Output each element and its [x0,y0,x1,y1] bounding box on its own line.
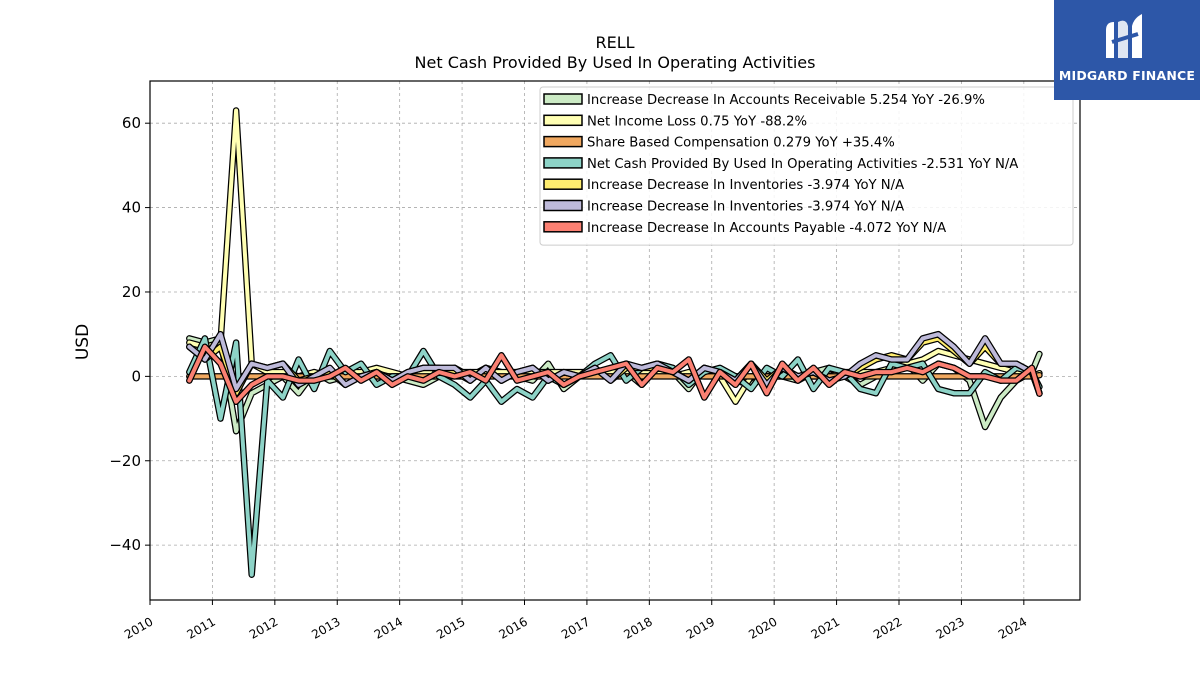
legend-swatch [543,157,583,169]
legend-swatch [543,114,583,127]
legend-entry: Increase Decrease In Inventories -3.974 … [543,178,904,193]
x-tick-label: 2021 [809,614,842,641]
x-tick-label: 2019 [684,614,717,641]
legend-entry: Increase Decrease In Inventories -3.974 … [543,199,904,215]
legend: Increase Decrease In Accounts Receivable… [539,86,1074,246]
legend-entry: Net Cash Provided By Used In Operating A… [543,157,1018,172]
y-tick-label: −20 [109,452,141,470]
midgard-finance-logo: MIDGARD FINANCE [1054,0,1200,100]
x-tick-label: 2023 [933,614,966,641]
x-tick-label: 2016 [497,614,530,641]
x-tick-label: 2011 [184,614,217,641]
legend-swatch [543,93,583,105]
legend-swatch [543,178,583,190]
x-tick-label: 2024 [996,614,1029,641]
series-7 [186,343,1043,405]
legend-entry: Net Income Loss 0.75 YoY -88.2% [543,114,807,129]
x-tick-label: 2012 [247,614,280,641]
x-tick-label: 2017 [559,614,592,641]
legend-box [539,86,1074,246]
y-tick-label: 60 [122,114,141,132]
y-tick-label: 40 [122,199,141,217]
series-6 [186,330,1043,397]
legend-swatch [543,135,583,148]
y-tick-label: 20 [122,283,141,301]
x-tick-label: 2014 [372,614,405,641]
x-axis: 2010 2011 2012 2013 2014 2015 2016 2017 2018 2019… [122,600,1029,642]
plot-frame [149,80,1081,601]
legend-entry: Share Based Compensation 0.279 YoY +35.4… [543,135,895,151]
legend-label: Increase Decrease In Accounts Receivable… [587,93,985,108]
logo-text: MIDGARD FINANCE [1058,68,1196,83]
legend-label: Share Based Compensation 0.279 YoY +35.4… [587,136,895,151]
x-tick-label: 2018 [621,614,654,641]
legend-entry: Increase Decrease In Accounts Payable -4… [543,221,946,236]
legend-entry: Increase Decrease In Accounts Receivable… [543,93,985,108]
chart-subtitle: Net Cash Provided By Used In Operating A… [415,53,816,72]
legend-label: Increase Decrease In Accounts Payable -4… [587,221,946,236]
x-tick-label: 2015 [434,614,467,641]
legend-swatch [543,199,583,212]
series-line [187,332,1042,396]
x-tick-label: 2020 [746,614,779,641]
series-lines [186,107,1043,578]
legend-label: Increase Decrease In Inventories -3.974 … [587,178,904,193]
legend-swatch [543,221,583,233]
legend-label: Net Income Loss 0.75 YoY -88.2% [587,114,807,129]
y-axis-label: USD [73,324,93,360]
logo-mark-icon [1106,14,1142,59]
legend-label: Net Cash Provided By Used In Operating A… [587,157,1018,172]
x-tick-label: 2022 [871,614,904,641]
x-tick-label: 2013 [309,614,342,641]
y-tick-label: 0 [131,367,141,385]
chart-title: RELL [595,33,634,52]
series-line [187,344,1042,404]
legend-label: Increase Decrease In Inventories -3.974 … [587,200,904,215]
y-tick-label: −40 [109,536,141,554]
x-tick-label: 2010 [122,614,155,641]
y-axis: −40 −20 0 20 40 60 [109,114,150,554]
